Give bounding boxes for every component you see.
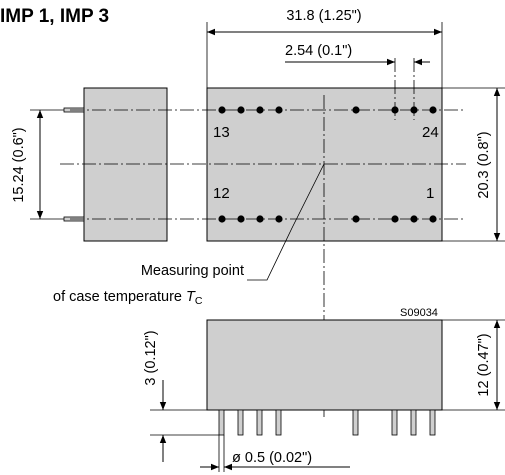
front-pin: [218, 409, 225, 436]
front-view-body: [206, 319, 443, 411]
front-pin: [410, 409, 417, 436]
depth-label: 20.3 (0.8"): [476, 131, 492, 198]
pin-dot: [429, 106, 437, 114]
front-view: S09034 3 (0.12") 12 (0.47") ø 0.5 (0.0: [143, 307, 505, 472]
measuring-point-label: Measuring point: [141, 263, 244, 279]
width-label: 31.8 (1.25"): [286, 8, 361, 24]
pin-dot: [218, 106, 226, 114]
front-pin: [275, 409, 282, 436]
measuring-point-callout: Measuring point of case temperature TC: [53, 163, 325, 307]
pin-dot: [391, 106, 399, 114]
front-pin: [237, 409, 244, 436]
drawing-code: S09034: [400, 307, 438, 319]
pin-dot: [275, 215, 283, 223]
pin-dot: [237, 215, 245, 223]
side-view: 15.24 (0.6"): [11, 87, 168, 242]
top-view: 13 24 12 1 31.8 (1.25") 2.54 (0.1") 20.3…: [60, 8, 505, 420]
pin-label-13: 13: [213, 124, 230, 141]
top-pin-row: [218, 106, 437, 114]
row-spacing-label: 15.24 (0.6"): [11, 127, 27, 202]
pin-label-24: 24: [422, 124, 439, 141]
measuring-point-leader: [247, 163, 325, 281]
pin-dot: [256, 106, 264, 114]
pin-dot: [410, 215, 418, 223]
pin-length-label: 3 (0.12"): [143, 330, 159, 385]
pin-dot: [410, 106, 418, 114]
pin-dot: [352, 106, 360, 114]
height-label: 12 (0.47"): [476, 333, 492, 396]
pin-dot: [275, 106, 283, 114]
top-view-body: [206, 87, 443, 242]
drawing-title: IMP 1, IMP 3: [0, 6, 109, 27]
front-pin: [391, 409, 398, 436]
front-pins: [218, 409, 436, 436]
pin-dot: [429, 215, 437, 223]
pin-dot: [352, 215, 360, 223]
pin-label-12: 12: [213, 185, 230, 202]
case-temperature-label: of case temperature TC: [53, 289, 203, 307]
side-view-body: [83, 87, 168, 242]
pin-dot: [218, 215, 226, 223]
pin-dot: [237, 106, 245, 114]
pitch-label: 2.54 (0.1"): [285, 43, 352, 59]
bottom-pin-row: [218, 215, 437, 223]
pin-label-1: 1: [426, 185, 434, 202]
front-pin: [352, 409, 359, 436]
front-pin: [429, 409, 436, 436]
pin-dot: [391, 215, 399, 223]
pin-dot: [256, 215, 264, 223]
pin-diameter-label: ø 0.5 (0.02"): [232, 450, 312, 466]
front-pin: [256, 409, 263, 436]
